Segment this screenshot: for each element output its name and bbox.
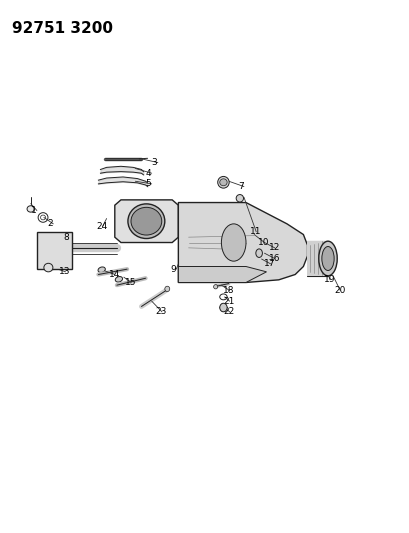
Text: 20: 20 bbox=[333, 286, 345, 295]
Ellipse shape bbox=[213, 285, 217, 289]
Ellipse shape bbox=[27, 206, 34, 212]
Text: 10: 10 bbox=[258, 238, 269, 247]
Polygon shape bbox=[115, 200, 178, 243]
Text: 21: 21 bbox=[223, 297, 234, 305]
Text: 5: 5 bbox=[145, 180, 151, 188]
Text: 12: 12 bbox=[268, 244, 279, 252]
Text: 2: 2 bbox=[47, 220, 53, 228]
Text: 18: 18 bbox=[223, 286, 234, 295]
Text: 23: 23 bbox=[155, 308, 167, 316]
Ellipse shape bbox=[219, 303, 227, 312]
Text: 8: 8 bbox=[63, 233, 69, 241]
Ellipse shape bbox=[219, 179, 227, 186]
Ellipse shape bbox=[221, 224, 245, 261]
Ellipse shape bbox=[236, 195, 243, 202]
Text: 7: 7 bbox=[237, 182, 243, 191]
Text: 24: 24 bbox=[96, 222, 107, 231]
Ellipse shape bbox=[164, 286, 169, 292]
Text: 1: 1 bbox=[31, 206, 36, 215]
Ellipse shape bbox=[40, 215, 45, 220]
Ellipse shape bbox=[98, 267, 105, 272]
Ellipse shape bbox=[217, 176, 229, 188]
Text: 16: 16 bbox=[268, 254, 279, 263]
Ellipse shape bbox=[255, 249, 262, 257]
Ellipse shape bbox=[128, 204, 164, 239]
Text: 13: 13 bbox=[59, 268, 71, 276]
Ellipse shape bbox=[115, 277, 122, 282]
Text: 22: 22 bbox=[223, 308, 234, 316]
Polygon shape bbox=[178, 203, 307, 282]
Ellipse shape bbox=[131, 207, 162, 235]
Text: 14: 14 bbox=[108, 270, 120, 279]
Ellipse shape bbox=[142, 208, 148, 214]
Text: 4: 4 bbox=[145, 169, 151, 177]
Text: 6: 6 bbox=[145, 212, 151, 220]
Ellipse shape bbox=[318, 241, 337, 276]
Text: 19: 19 bbox=[323, 276, 335, 284]
Text: 17: 17 bbox=[264, 260, 275, 268]
Text: 15: 15 bbox=[125, 278, 136, 287]
Bar bbox=[307, 241, 327, 276]
Polygon shape bbox=[178, 266, 266, 282]
Ellipse shape bbox=[44, 263, 53, 272]
Text: 11: 11 bbox=[249, 228, 261, 236]
Polygon shape bbox=[37, 232, 72, 269]
Text: 92751 3200: 92751 3200 bbox=[12, 21, 113, 36]
Text: 3: 3 bbox=[151, 158, 157, 167]
Ellipse shape bbox=[321, 246, 333, 271]
Text: 9: 9 bbox=[170, 265, 175, 273]
